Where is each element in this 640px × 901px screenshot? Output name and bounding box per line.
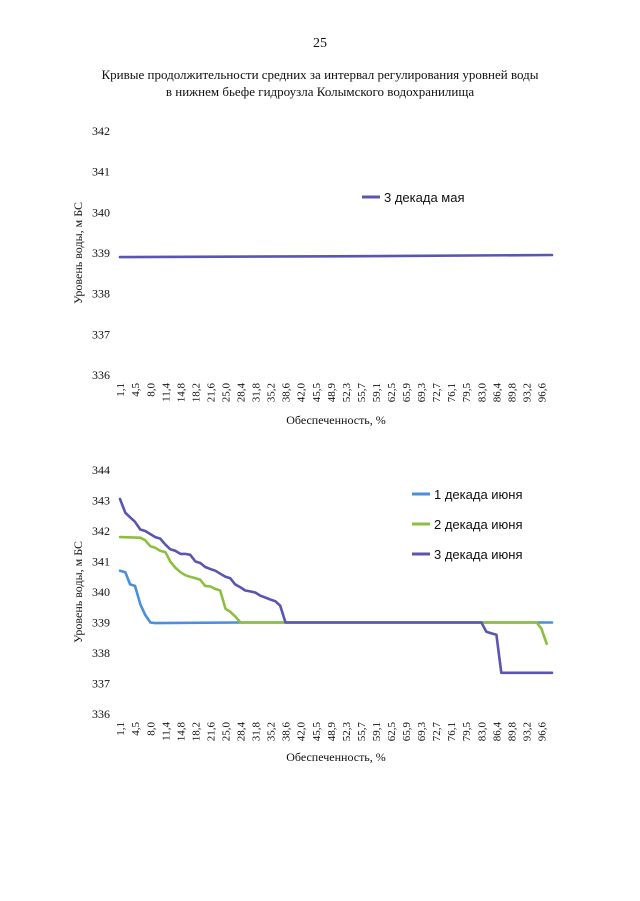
x-tick-label: 72,7 <box>431 383 443 403</box>
x-tick-label: 65,9 <box>401 383 413 403</box>
x-tick-label: 38,6 <box>280 383 292 403</box>
x-tick-label: 86,4 <box>491 722 503 742</box>
x-tick-label: 4,5 <box>130 722 142 736</box>
series-line-3-декада-июня <box>118 497 554 675</box>
x-tick-label: 96,6 <box>536 383 548 403</box>
y-tick-label: 342 <box>92 524 110 538</box>
y-tick-label: 338 <box>92 287 110 301</box>
x-tick-label: 18,2 <box>190 383 202 402</box>
y-tick-label: 341 <box>92 555 110 569</box>
y-tick-label: 336 <box>92 707 110 721</box>
legend-label: 1 декада июня <box>434 487 523 502</box>
x-tick-label: 52,3 <box>341 383 353 403</box>
x-tick-label: 28,4 <box>235 722 247 742</box>
x-tick-label: 69,3 <box>416 383 428 403</box>
x-tick-label: 14,8 <box>175 383 187 403</box>
x-tick-label: 45,5 <box>311 383 323 403</box>
y-tick-label: 342 <box>92 124 110 138</box>
y-tick-label: 338 <box>92 646 110 660</box>
x-tick-label: 62,5 <box>386 722 398 742</box>
title-line-2: в нижнем бьефе гидроузла Колымского водо… <box>165 84 475 99</box>
x-axis-title: Обеспеченность, % <box>286 413 386 427</box>
x-tick-label: 79,5 <box>461 383 473 403</box>
x-tick-label: 83,0 <box>476 383 488 403</box>
x-tick-label: 62,5 <box>386 383 398 403</box>
series-line-2-декада-июня <box>118 535 549 646</box>
x-tick-label: 86,4 <box>491 383 503 403</box>
x-tick-label: 8,0 <box>145 383 157 397</box>
y-tick-label: 343 <box>92 494 110 508</box>
y-tick-label: 339 <box>92 246 110 260</box>
x-tick-label: 21,6 <box>205 722 217 742</box>
x-tick-label: 8,0 <box>145 722 157 736</box>
x-tick-label: 96,6 <box>536 722 548 742</box>
x-tick-label: 11,4 <box>160 383 172 402</box>
series-line-1-декада-июня <box>118 569 554 625</box>
series-line-3-декада-мая <box>118 253 554 259</box>
x-tick-label: 83,0 <box>476 722 488 742</box>
legend-label: 2 декада июня <box>434 517 523 532</box>
x-tick-label: 59,1 <box>371 383 383 402</box>
x-tick-label: 72,7 <box>431 722 443 742</box>
x-tick-label: 93,2 <box>521 383 533 402</box>
x-tick-label: 52,3 <box>341 722 353 742</box>
x-tick-label: 79,5 <box>461 722 473 742</box>
chart-june: 336 337 338 339 340 341 342 343 344 1,1 4,5 8,0 11,4… <box>71 463 554 764</box>
y-tick-label: 336 <box>92 368 110 382</box>
x-tick-label: 89,8 <box>506 383 518 403</box>
x-tick-label: 14,8 <box>175 722 187 742</box>
x-tick-label: 45,5 <box>311 722 323 742</box>
page-title: Кривые продолжительности средних за инте… <box>60 66 580 100</box>
x-tick-label: 1,1 <box>115 722 127 736</box>
x-tick-label: 21,6 <box>205 383 217 403</box>
y-axis-title: Уровень воды, м БС <box>71 541 85 643</box>
x-tick-label: 4,5 <box>130 383 142 397</box>
x-tick-label: 42,0 <box>295 722 307 742</box>
x-tick-label: 76,1 <box>446 383 458 402</box>
chart-may: 336 337 338 339 340 341 342 1,1 4,5 8,0 11,4 14,8 18… <box>71 124 554 427</box>
x-tick-label: 31,8 <box>250 722 262 742</box>
x-tick-label: 28,4 <box>235 383 247 403</box>
x-tick-label: 42,0 <box>295 383 307 403</box>
legend-label: 3 декада июня <box>434 547 523 562</box>
x-tick-label: 11,4 <box>160 722 172 741</box>
x-tick-label: 18,2 <box>190 722 202 741</box>
y-tick-label: 344 <box>92 463 110 477</box>
y-tick-label: 337 <box>92 327 110 341</box>
x-tick-label: 65,9 <box>401 722 413 742</box>
x-tick-label: 89,8 <box>506 722 518 742</box>
x-tick-label: 25,0 <box>220 722 232 742</box>
x-tick-label: 35,2 <box>265 722 277 741</box>
x-tick-label: 38,6 <box>280 722 292 742</box>
x-tick-label: 59,1 <box>371 722 383 741</box>
y-tick-label: 340 <box>92 205 110 219</box>
x-tick-label: 69,3 <box>416 722 428 742</box>
y-axis-title: Уровень воды, м БС <box>71 202 85 304</box>
x-tick-label: 76,1 <box>446 722 458 741</box>
legend-label: 3 декада мая <box>384 190 465 205</box>
y-tick-label: 337 <box>92 677 110 691</box>
x-tick-label: 55,7 <box>356 722 368 742</box>
x-tick-label: 48,9 <box>326 383 338 403</box>
x-tick-label: 48,9 <box>326 722 338 742</box>
title-line-1: Кривые продолжительности средних за инте… <box>101 67 539 82</box>
x-tick-label: 1,1 <box>115 383 127 397</box>
x-tick-label: 25,0 <box>220 383 232 403</box>
y-tick-label: 341 <box>92 165 110 179</box>
x-tick-label: 93,2 <box>521 722 533 741</box>
x-tick-label: 31,8 <box>250 383 262 403</box>
x-axis-title: Обеспеченность, % <box>286 750 386 764</box>
y-tick-label: 339 <box>92 616 110 630</box>
x-tick-label: 55,7 <box>356 383 368 403</box>
y-tick-label: 340 <box>92 585 110 599</box>
x-tick-label: 35,2 <box>265 383 277 402</box>
page-number: 25 <box>313 36 327 51</box>
